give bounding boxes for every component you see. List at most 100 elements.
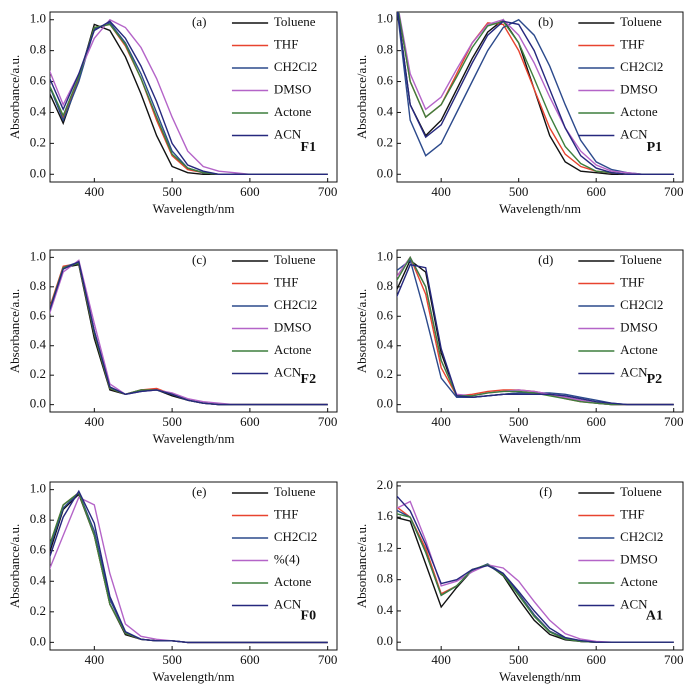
legend-label: ACN [274, 126, 302, 141]
plot-frame [396, 249, 684, 413]
legend-label: Toluene [274, 252, 316, 267]
legend-label: THF [620, 274, 645, 289]
y-tick-label: 0.8 [30, 278, 46, 293]
x-tick-label: 700 [318, 414, 338, 429]
x-tick-label: 700 [664, 414, 684, 429]
y-tick-label: 0.2 [377, 366, 393, 381]
x-tick-label: 500 [509, 414, 529, 429]
legend-label: Toluene [274, 484, 316, 499]
legend-label: Actone [274, 104, 312, 119]
x-tick-label: 600 [586, 184, 606, 199]
y-tick-label: 0.8 [30, 42, 46, 57]
x-tick-label: 700 [318, 184, 338, 199]
y-tick-label: 0.8 [377, 571, 393, 586]
plot-frame [396, 11, 684, 183]
y-axis-label: Absorbance/a.u. [7, 289, 22, 373]
series-line [398, 12, 674, 175]
x-tick-label: 400 [85, 652, 105, 667]
series-line [50, 260, 328, 406]
legend-label: ACN [620, 596, 648, 611]
y-tick-label: 0.0 [377, 396, 393, 411]
legend-label: CH2Cl2 [620, 297, 663, 312]
panel-label: (e) [192, 484, 206, 499]
plot-frame [49, 481, 338, 651]
legend-label: ACN [620, 364, 648, 379]
series-group [397, 495, 674, 643]
series-group [397, 255, 674, 406]
panel-label: (b) [538, 14, 553, 29]
legend-label: THF [620, 506, 645, 521]
x-tick-label: 600 [586, 414, 606, 429]
y-axis-label: Absorbance/a.u. [354, 55, 369, 139]
y-tick-label: 0.0 [30, 396, 46, 411]
panel-label: (f) [539, 484, 552, 499]
y-axis-label: Absorbance/a.u. [354, 289, 369, 373]
legend-label: DMSO [620, 551, 658, 566]
x-axis-label: Wavelength/nm [153, 201, 235, 216]
legend-label: Toluene [274, 14, 316, 29]
legend-label: Toluene [620, 252, 662, 267]
y-axis-label: Absorbance/a.u. [7, 524, 22, 608]
y-tick-label: 0.8 [377, 42, 393, 57]
plot-frame [49, 11, 338, 183]
x-axis-label: Wavelength/nm [153, 669, 235, 684]
legend-label: Actone [274, 574, 312, 589]
legend-label: CH2Cl2 [274, 297, 317, 312]
legend-label: THF [620, 36, 645, 51]
x-tick-label: 400 [431, 184, 451, 199]
legend-label: ACN [274, 596, 302, 611]
y-tick-label: 1.6 [377, 508, 394, 523]
legend-label: DMSO [274, 81, 312, 96]
y-tick-label: 1.2 [377, 539, 393, 554]
plot-frame [396, 481, 684, 651]
x-tick-label: 700 [318, 652, 338, 667]
series-line [50, 20, 328, 175]
legend-label: CH2Cl2 [274, 529, 317, 544]
y-tick-label: 0.0 [377, 165, 393, 180]
x-tick-label: 500 [162, 184, 182, 199]
y-tick-label: 0.8 [377, 278, 393, 293]
x-tick-label: 700 [664, 184, 684, 199]
legend-label: DMSO [274, 319, 312, 334]
sample-label: P1 [647, 140, 663, 155]
legend-label: ACN [620, 126, 648, 141]
x-tick-label: 500 [162, 652, 182, 667]
series-group [397, 12, 674, 175]
legend-label: DMSO [620, 319, 658, 334]
legend-label: Actone [620, 574, 658, 589]
legend-label: DMSO [620, 81, 658, 96]
x-tick-label: 500 [162, 414, 182, 429]
y-tick-label: 0.2 [377, 134, 393, 149]
y-axis-label: Absorbance/a.u. [354, 524, 369, 608]
series-line [50, 489, 328, 644]
y-tick-label: 0.4 [30, 103, 47, 118]
legend-label: Toluene [620, 14, 662, 29]
y-tick-label: 0.6 [30, 307, 47, 322]
legend-label: THF [274, 506, 299, 521]
y-tick-label: 0.2 [30, 603, 46, 618]
legend-label: CH2Cl2 [620, 59, 663, 74]
y-tick-label: 0.0 [30, 633, 46, 648]
legend-label: Actone [620, 342, 658, 357]
series-group [50, 18, 328, 175]
y-tick-label: 1.0 [30, 11, 46, 26]
y-tick-label: 0.4 [377, 103, 394, 118]
series-group [50, 259, 328, 406]
y-tick-label: 0.6 [377, 73, 394, 88]
series-group [50, 489, 328, 644]
sample-label: P2 [647, 372, 663, 387]
y-tick-label: 0.2 [30, 134, 46, 149]
legend-label: Toluene [620, 484, 662, 499]
y-tick-label: 0.0 [30, 165, 46, 180]
y-tick-label: 0.4 [377, 602, 394, 617]
y-axis-label: Absorbance/a.u. [7, 55, 22, 139]
sample-label: A1 [646, 609, 663, 624]
y-tick-label: 1.0 [30, 248, 46, 263]
y-tick-label: 0.4 [30, 572, 47, 587]
x-tick-label: 400 [431, 414, 451, 429]
y-tick-label: 2.0 [377, 477, 393, 492]
series-line [397, 263, 674, 406]
x-tick-label: 400 [431, 652, 451, 667]
legend-label: Actone [620, 104, 658, 119]
y-tick-label: 0.4 [30, 337, 47, 352]
